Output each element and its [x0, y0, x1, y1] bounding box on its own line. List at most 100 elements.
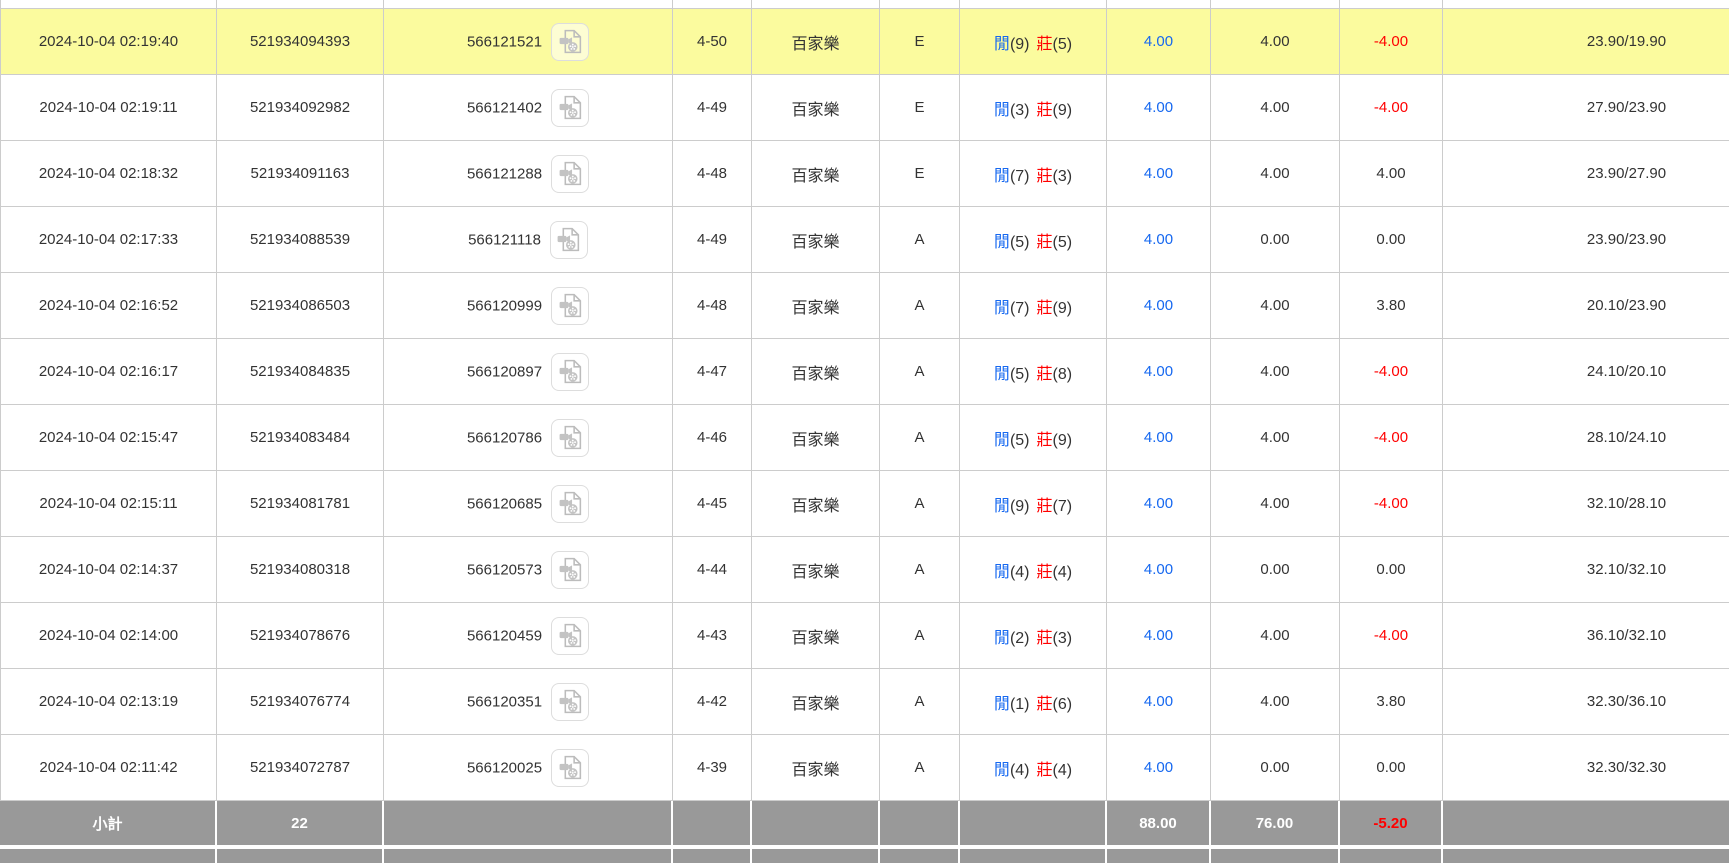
bet-time-cell: 2024-10-04 02:17:33: [0, 207, 217, 273]
video-file-icon: [559, 623, 581, 648]
order-id-cell: 521934094393: [217, 9, 384, 75]
bet-amount-link[interactable]: 4.00: [1143, 627, 1174, 644]
result-cell: 閒(4) 莊(4): [960, 735, 1107, 801]
table-row: 2024-10-04 02:16:17 521934084835 5661208…: [0, 339, 1729, 405]
banker-points: (5): [1052, 233, 1073, 251]
bet-amount-cell: 4.00: [1107, 9, 1211, 75]
bet-amount-cell: 4.00: [1107, 405, 1211, 471]
banker-points: (9): [1052, 101, 1073, 119]
shoe-round-cell: 4-47: [673, 339, 752, 405]
video-replay-button[interactable]: [551, 286, 590, 325]
round-id: 566121402: [466, 99, 543, 116]
table-letter-cell: A: [880, 405, 960, 471]
video-replay-button[interactable]: [551, 550, 590, 589]
banker-label: 莊: [1036, 497, 1053, 515]
bet-amount-link[interactable]: 4.00: [1143, 231, 1174, 248]
video-replay-button[interactable]: [551, 616, 590, 655]
round-id: 566120897: [466, 363, 543, 380]
result-cell: 閒(1) 莊(6): [960, 669, 1107, 735]
video-replay-button[interactable]: [551, 682, 590, 721]
video-replay-button[interactable]: [551, 154, 590, 193]
bet-amount-link[interactable]: 4.00: [1143, 297, 1174, 314]
win-loss-cell: 4.00: [1340, 141, 1443, 207]
video-replay-button[interactable]: [551, 22, 590, 61]
bet-amount-link[interactable]: 4.00: [1143, 495, 1174, 512]
round-id-cell: 566121521: [384, 9, 673, 75]
shoe-round-cell: 4-46: [673, 405, 752, 471]
banker-points: (7): [1052, 497, 1073, 515]
video-replay-button[interactable]: [551, 748, 590, 787]
table-letter-cell: E: [880, 141, 960, 207]
win-loss-cell: -4.00: [1340, 471, 1443, 537]
win-loss-cell: -4.00: [1340, 75, 1443, 141]
balance-cell: 32.10/28.10: [1443, 471, 1729, 537]
result-cell: 閒(3) 莊(9): [960, 75, 1107, 141]
win-loss-cell: -4.00: [1340, 339, 1443, 405]
round-id-cell: 566120025: [384, 735, 673, 801]
valid-bet-cell: 0.00: [1211, 735, 1340, 801]
round-id: 566120025: [466, 759, 543, 776]
order-id-cell: 521934083484: [217, 405, 384, 471]
game-name-cell: 百家樂: [752, 9, 880, 75]
game-name-cell: 百家樂: [752, 405, 880, 471]
result-cell: 閒(7) 莊(9): [960, 273, 1107, 339]
player-label: 閒: [993, 761, 1010, 779]
game-name-cell: 百家樂: [752, 141, 880, 207]
banker-label: 莊: [1036, 365, 1053, 383]
valid-bet-cell: 4.00: [1211, 669, 1340, 735]
video-replay-button[interactable]: [551, 352, 590, 391]
banker-label: 莊: [1036, 35, 1053, 53]
order-id-cell: 521934078676: [217, 603, 384, 669]
bet-amount-link[interactable]: 4.00: [1143, 561, 1174, 578]
valid-bet-cell: 4.00: [1211, 405, 1340, 471]
video-file-icon: [559, 491, 581, 516]
bet-amount-cell: 4.00: [1107, 471, 1211, 537]
video-replay-button[interactable]: [551, 418, 590, 457]
banker-label: 莊: [1036, 761, 1053, 779]
game-name-cell: 百家樂: [752, 471, 880, 537]
balance-cell: 36.10/32.10: [1443, 603, 1729, 669]
video-file-icon: [559, 557, 581, 582]
video-replay-button[interactable]: [549, 220, 588, 259]
video-file-icon: [559, 293, 581, 318]
bet-amount-link[interactable]: 4.00: [1143, 759, 1174, 776]
banker-label: 莊: [1036, 167, 1053, 185]
valid-bet-cell: 4.00: [1211, 9, 1340, 75]
round-id-cell: 566121288: [384, 141, 673, 207]
video-file-icon: [559, 359, 581, 384]
bet-amount-link[interactable]: 4.00: [1143, 99, 1174, 116]
order-id-cell: 521934088539: [217, 207, 384, 273]
player-label: 閒: [993, 167, 1010, 185]
table-row: 2024-10-04 02:18:32 521934091163 5661212…: [0, 141, 1729, 207]
clipped-row-above: [0, 0, 1729, 9]
bet-amount-link[interactable]: 4.00: [1143, 429, 1174, 446]
game-name-cell: 百家樂: [752, 603, 880, 669]
bet-amount-cell: 4.00: [1107, 141, 1211, 207]
bet-amount-link[interactable]: 4.00: [1143, 693, 1174, 710]
player-label: 閒: [993, 563, 1010, 581]
video-replay-button[interactable]: [551, 88, 590, 127]
result-cell: 閒(2) 莊(3): [960, 603, 1107, 669]
result-cell: 閒(5) 莊(9): [960, 405, 1107, 471]
subtotal-count: 22: [217, 801, 384, 845]
video-replay-button[interactable]: [551, 484, 590, 523]
banker-points: (4): [1052, 563, 1073, 581]
balance-cell: 32.30/32.30: [1443, 735, 1729, 801]
table-row: 2024-10-04 02:11:42 521934072787 5661200…: [0, 735, 1729, 801]
bet-amount-link[interactable]: 4.00: [1143, 165, 1174, 182]
bet-amount-link[interactable]: 4.00: [1143, 363, 1174, 380]
order-id-cell: 521934076774: [217, 669, 384, 735]
round-id: 566121521: [466, 33, 543, 50]
table-letter-cell: A: [880, 603, 960, 669]
result-cell: 閒(5) 莊(5): [960, 207, 1107, 273]
banker-label: 莊: [1036, 431, 1053, 449]
banker-points: (6): [1052, 695, 1073, 713]
round-id: 566121118: [468, 231, 541, 248]
game-name-cell: 百家樂: [752, 207, 880, 273]
bet-amount-link[interactable]: 4.00: [1143, 33, 1174, 50]
banker-label: 莊: [1036, 101, 1053, 119]
banker-points: (9): [1052, 431, 1073, 449]
table-row: 2024-10-04 02:19:40 521934094393 5661215…: [0, 9, 1729, 75]
win-loss-cell: 3.80: [1340, 669, 1443, 735]
